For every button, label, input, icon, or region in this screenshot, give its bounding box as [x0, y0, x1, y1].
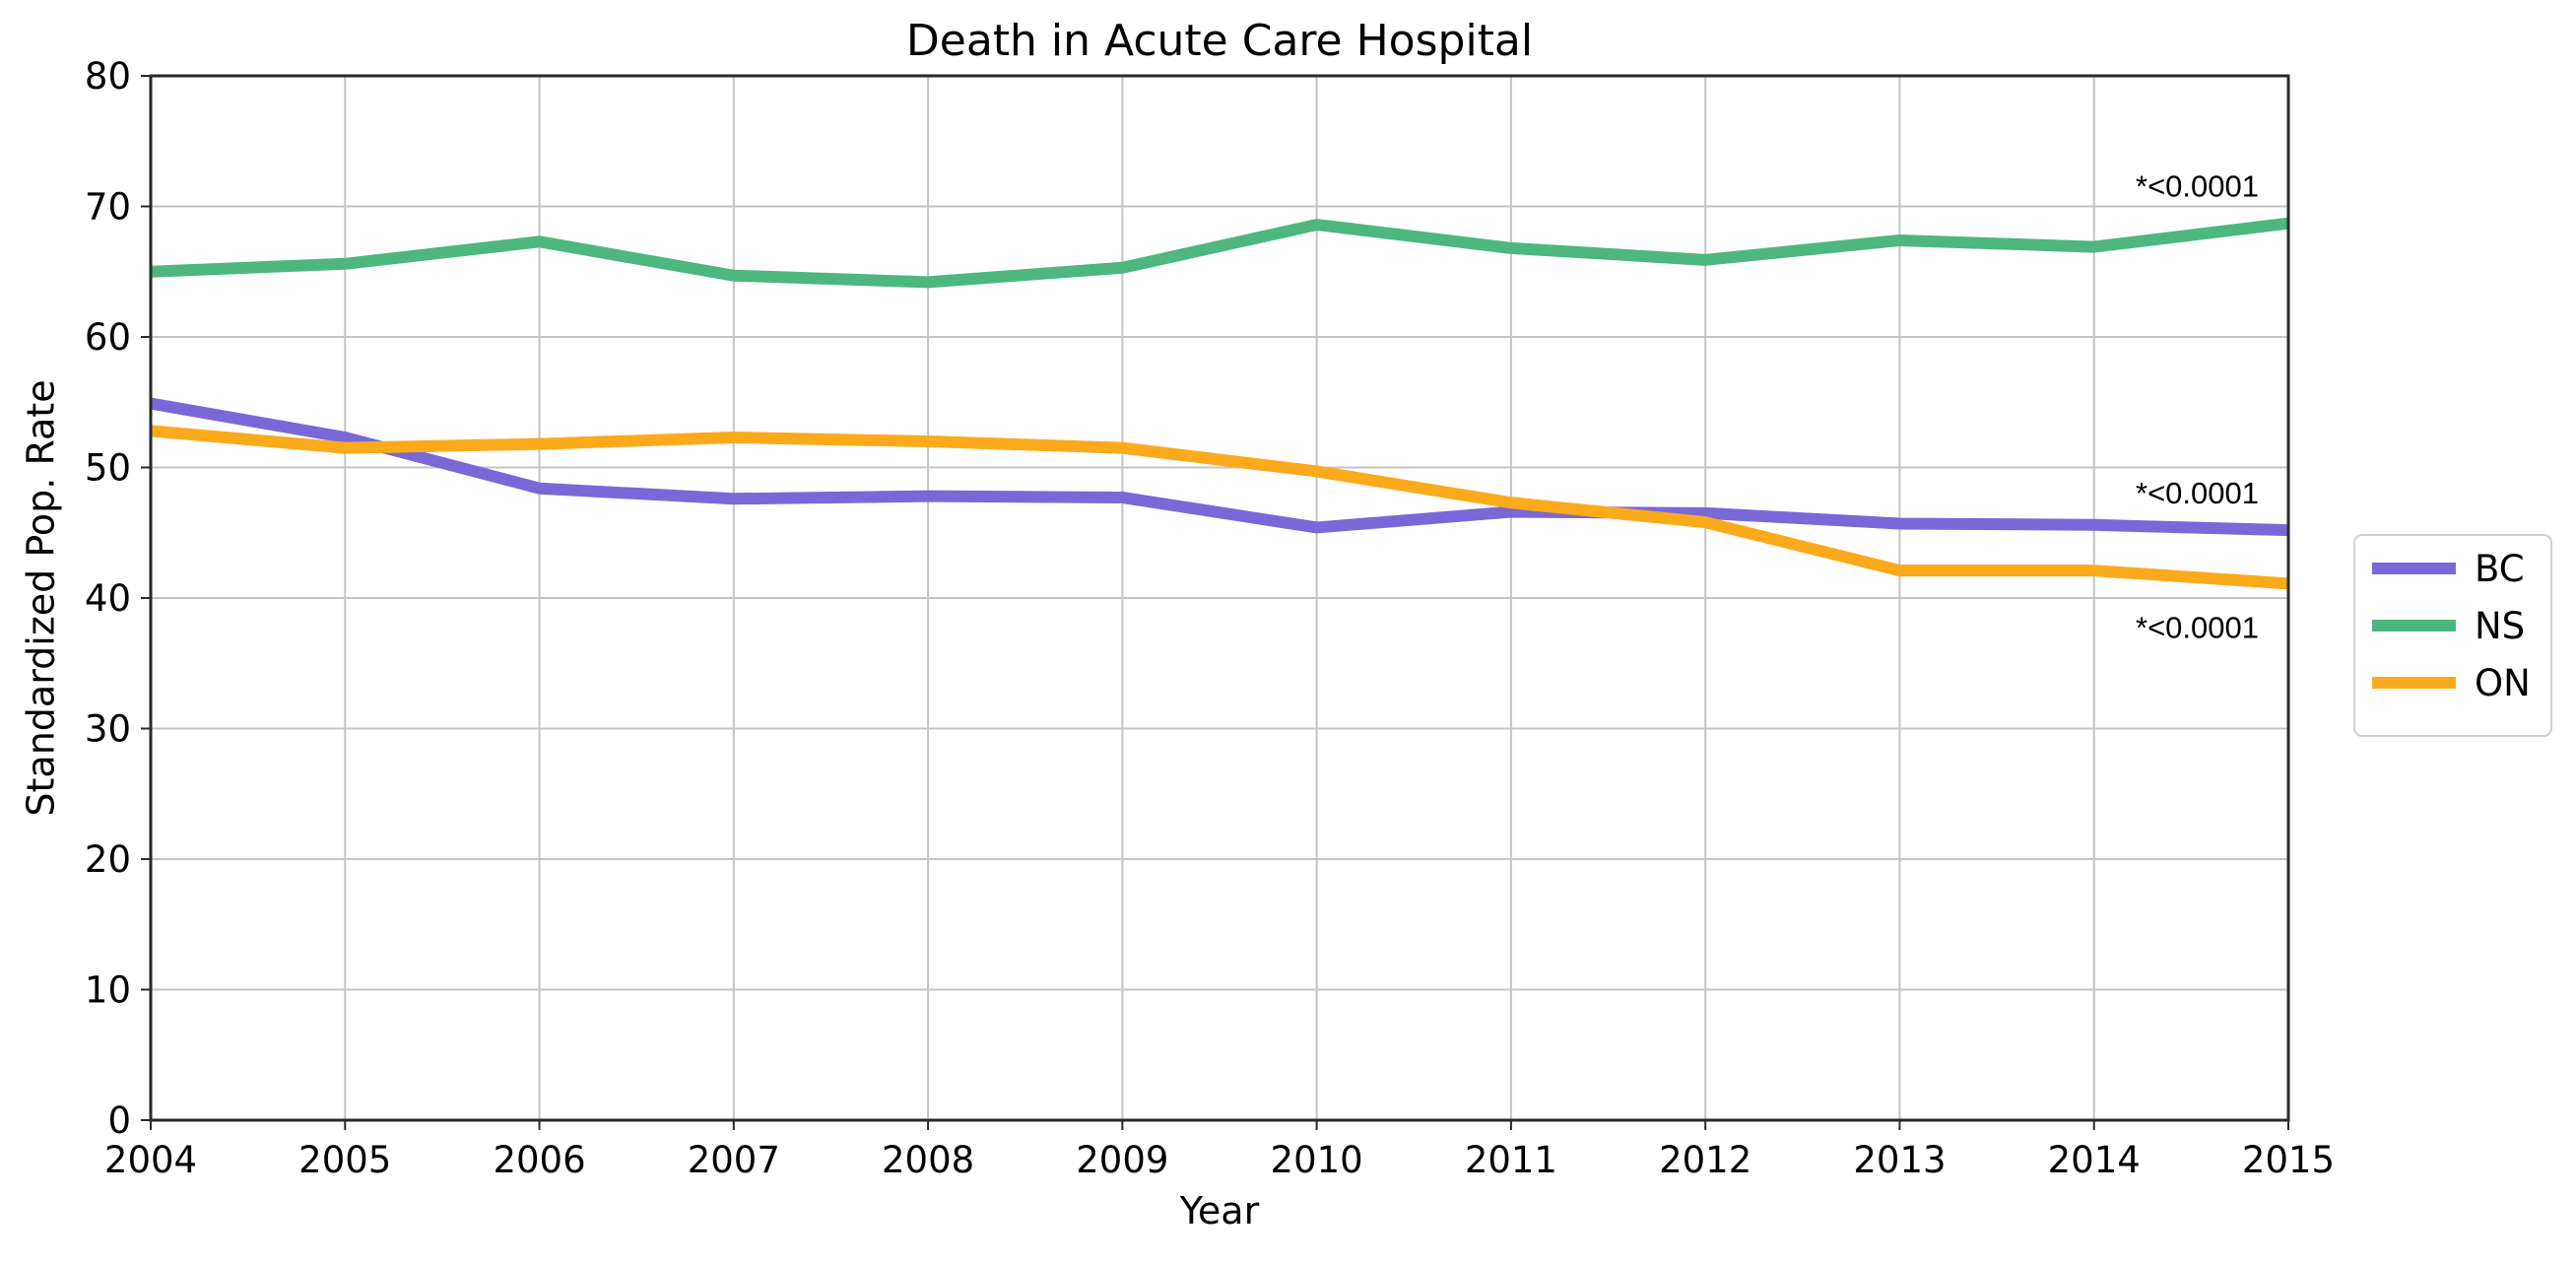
- plot-frame: [149, 74, 2290, 1122]
- annotations: *<0.0001 *<0.0001 *<0.0001: [2136, 169, 2259, 645]
- series-line-bc: [149, 397, 2289, 537]
- x-tick-label: 2009: [1076, 1139, 1168, 1181]
- x-tick-label: 2010: [1271, 1139, 1363, 1181]
- legend-label-bc: BC: [2475, 548, 2525, 590]
- y-axis-title: Standardized Pop. Rate: [20, 379, 63, 816]
- y-tick-label: 40: [85, 577, 131, 620]
- y-tick-label: 20: [85, 838, 131, 881]
- legend-label-ns: NS: [2475, 605, 2525, 647]
- x-axis: 2004 2005 2006 2007 2008 2009 2010 2011 2012 2013…: [104, 1120, 2335, 1181]
- x-tick-label: 2015: [2242, 1139, 2335, 1181]
- series-line-on: [150, 425, 2289, 590]
- x-tick-label: 2012: [1659, 1139, 1751, 1181]
- significance-annotation: *<0.0001: [2136, 610, 2259, 644]
- y-tick-label: 80: [85, 55, 131, 98]
- chart-title: Death in Acute Care Hospital: [906, 16, 1533, 66]
- x-tick-label: 2004: [104, 1139, 197, 1181]
- y-tick-label: 70: [85, 186, 131, 229]
- y-tick-label: 60: [85, 316, 131, 359]
- x-tick-label: 2007: [688, 1139, 780, 1181]
- series-line-ns: [150, 217, 2289, 289]
- x-tick-label: 2014: [2048, 1139, 2141, 1181]
- x-tick-label: 2005: [298, 1139, 391, 1181]
- y-tick-label: 10: [85, 969, 131, 1012]
- y-tick-label: 0: [107, 1099, 131, 1142]
- significance-annotation: *<0.0001: [2136, 169, 2259, 204]
- x-tick-label: 2006: [493, 1139, 585, 1181]
- legend: BC NS ON: [2353, 534, 2552, 737]
- y-tick-label: 30: [85, 708, 131, 751]
- x-tick-label: 2008: [882, 1139, 974, 1181]
- x-tick-label: 2013: [1853, 1139, 1946, 1181]
- x-tick-label: 2011: [1465, 1139, 1557, 1181]
- x-axis-title: Year: [1179, 1189, 1260, 1232]
- grid: [150, 75, 2289, 1121]
- y-axis: 0 10 20 30 40 50 60 70 80: [85, 55, 151, 1142]
- legend-label-on: ON: [2475, 662, 2531, 704]
- series-layer: [149, 217, 2289, 590]
- significance-annotation: *<0.0001: [2136, 476, 2259, 510]
- y-tick-label: 50: [85, 447, 131, 490]
